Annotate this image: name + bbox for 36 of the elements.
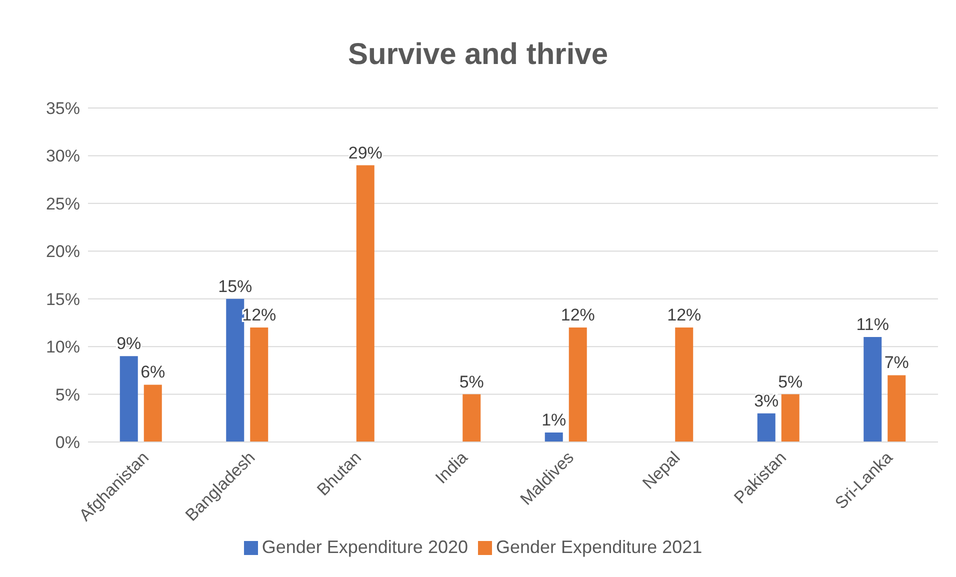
bar bbox=[864, 337, 882, 442]
data-label: 5% bbox=[459, 372, 484, 392]
bar bbox=[226, 298, 244, 442]
data-label: 9% bbox=[116, 334, 142, 354]
bar bbox=[757, 413, 776, 442]
legend-label: Gender Expenditure 2020 bbox=[262, 537, 468, 557]
bar bbox=[675, 327, 694, 442]
bar bbox=[120, 356, 138, 442]
data-label: 3% bbox=[754, 391, 779, 410]
y-tick-label: 35% bbox=[46, 99, 80, 118]
y-tick-label: 20% bbox=[46, 242, 80, 262]
y-tick-label: 0% bbox=[55, 433, 80, 452]
bar bbox=[250, 327, 268, 442]
chart-title: Survive and thrive bbox=[346, 37, 610, 73]
data-label: 7% bbox=[884, 353, 909, 372]
bar bbox=[568, 327, 587, 442]
bar bbox=[462, 394, 481, 442]
y-tick-label: 5% bbox=[55, 385, 80, 404]
legend-label: Gender Expenditure 2021 bbox=[496, 537, 702, 557]
bar bbox=[888, 375, 906, 442]
data-label: 29% bbox=[348, 143, 382, 162]
bar bbox=[781, 394, 800, 442]
y-tick-label: 25% bbox=[46, 194, 80, 214]
data-label: 12% bbox=[560, 305, 595, 324]
y-tick-label: 15% bbox=[46, 290, 80, 309]
bar bbox=[356, 165, 374, 442]
data-label: 6% bbox=[140, 362, 166, 382]
data-label: 1% bbox=[542, 410, 566, 430]
data-label: 12% bbox=[667, 305, 702, 324]
bar bbox=[144, 384, 162, 442]
data-label: 11% bbox=[856, 315, 890, 334]
y-tick-label: 30% bbox=[46, 146, 80, 166]
y-tick-label: 10% bbox=[46, 338, 80, 357]
data-label: 15% bbox=[218, 276, 252, 296]
bar bbox=[544, 432, 563, 442]
data-label: 5% bbox=[778, 372, 803, 392]
